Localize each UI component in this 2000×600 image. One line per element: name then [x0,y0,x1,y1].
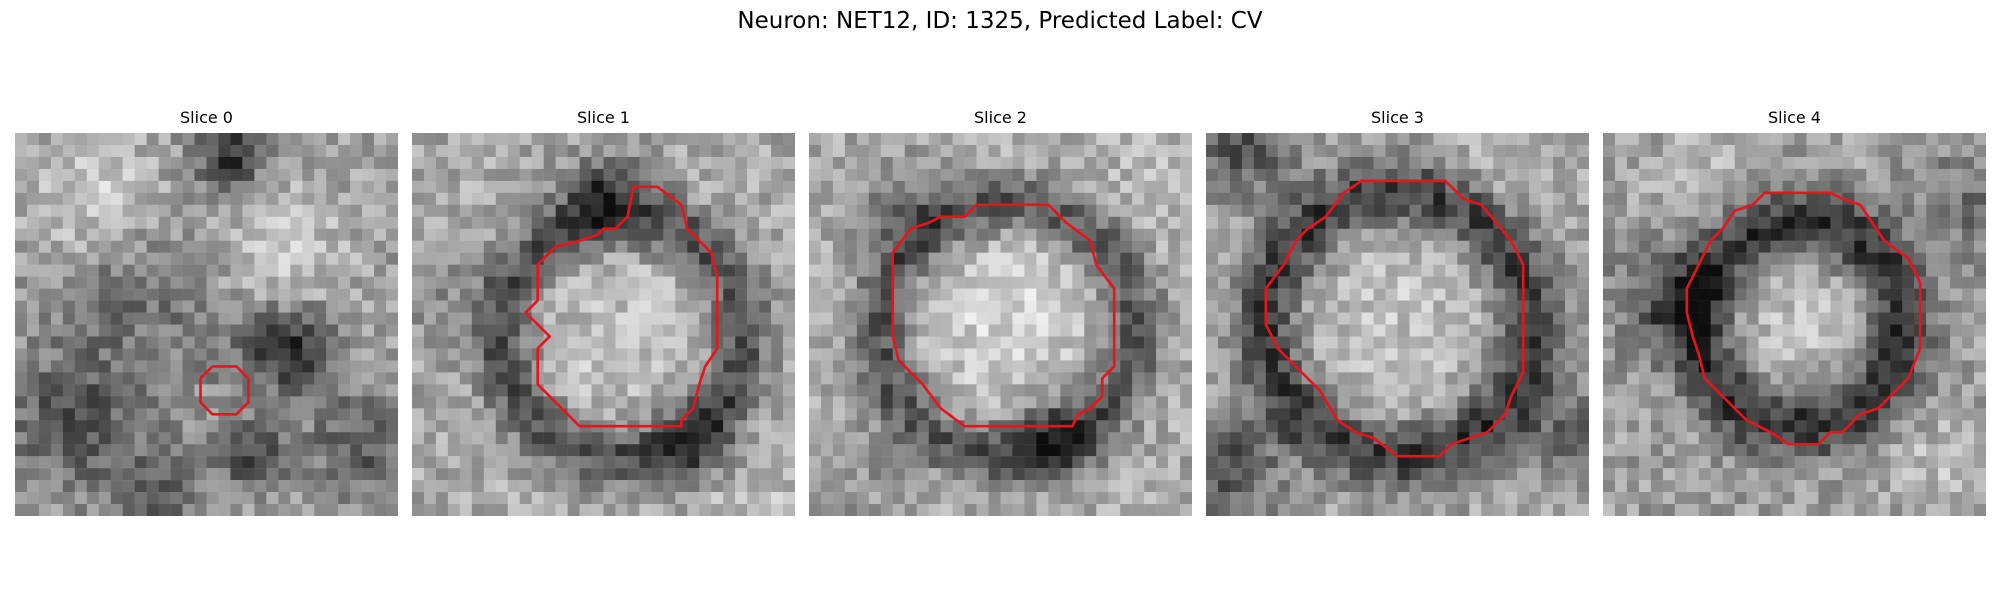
slice-image [1206,133,1589,516]
slice-title: Slice 4 [1768,108,1821,127]
segmentation-contour [199,365,250,416]
slice-title: Slice 2 [974,108,1027,127]
segmentation-contour [1685,191,1922,446]
segmentation-contour [1264,179,1525,458]
slice-title: Slice 0 [180,108,233,127]
slice-image [412,133,795,516]
segmentation-contour [524,185,719,428]
slice-panel-3: Slice 3 [1206,108,1589,516]
slice-panel-0: Slice 0 [15,108,398,516]
slice-panel-4: Slice 4 [1603,108,1986,516]
slice-image [809,133,1192,516]
slice-image [1603,133,1986,516]
slice-title: Slice 1 [577,108,630,127]
slice-title: Slice 3 [1371,108,1424,127]
segmentation-contour [891,203,1116,428]
slice-panel-2: Slice 2 [809,108,1192,516]
slice-image [15,133,398,516]
slice-panel-1: Slice 1 [412,108,795,516]
figure-title: Neuron: NET12, ID: 1325, Predicted Label… [737,8,1263,34]
